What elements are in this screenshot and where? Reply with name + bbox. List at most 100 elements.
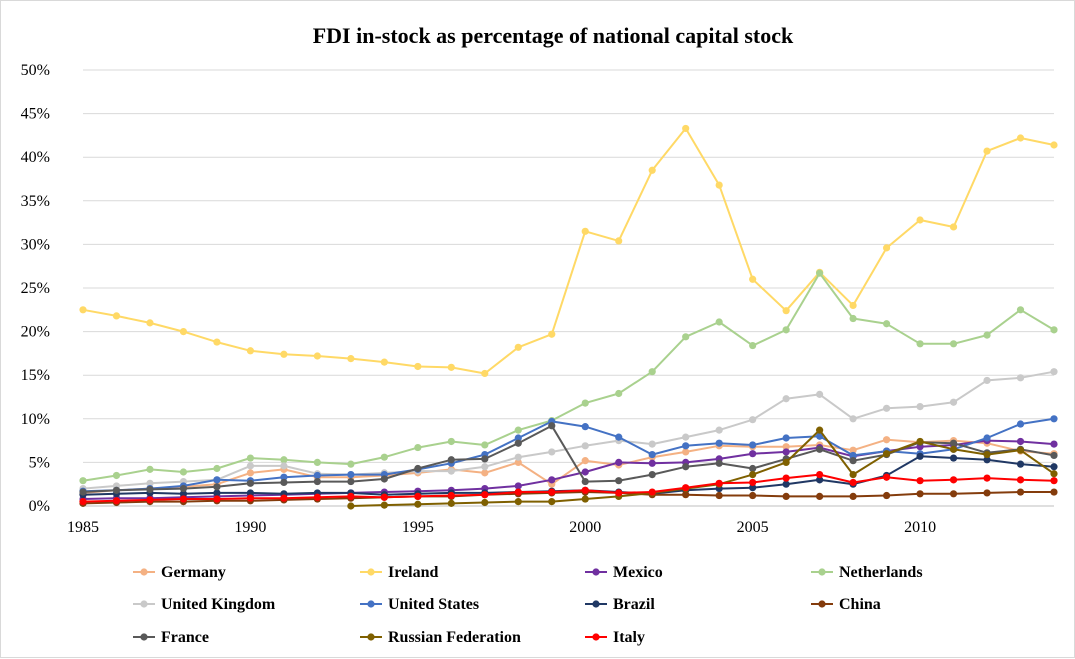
- legend-swatch-marker: [140, 633, 148, 641]
- data-point: [280, 473, 288, 481]
- data-point: [648, 471, 656, 479]
- data-point: [514, 426, 522, 434]
- gridlines: [83, 69, 1054, 507]
- data-point: [112, 312, 121, 320]
- data-point: [79, 306, 87, 314]
- data-point: [749, 450, 757, 458]
- data-point: [949, 476, 958, 484]
- data-point: [246, 494, 255, 502]
- data-point: [849, 415, 857, 423]
- data-point: [447, 499, 455, 507]
- data-point: [782, 480, 790, 488]
- legend-item: Ireland: [360, 564, 438, 581]
- y-tick-label: 20%: [21, 324, 50, 341]
- legend-swatch-marker: [367, 600, 375, 608]
- data-point: [983, 147, 991, 155]
- legend-item: Italy: [585, 629, 645, 646]
- x-tick-label: 1990: [234, 519, 266, 536]
- data-point: [514, 458, 522, 466]
- legend-label: Netherlands: [839, 564, 923, 581]
- data-point: [648, 488, 656, 496]
- data-point: [548, 498, 556, 506]
- data-point: [414, 464, 422, 473]
- legend-swatch-marker: [367, 568, 375, 576]
- data-point: [849, 492, 857, 501]
- y-tick-label: 5%: [29, 454, 50, 471]
- data-point: [414, 443, 422, 452]
- series-line: [82, 424, 1055, 493]
- legend-label: Russian Federation: [388, 629, 521, 646]
- data-point: [749, 484, 757, 492]
- data-point: [816, 390, 824, 398]
- data-point: [280, 494, 288, 502]
- data-point: [749, 478, 757, 487]
- legend-label: China: [839, 596, 881, 613]
- data-point: [983, 434, 991, 442]
- data-point: [949, 445, 958, 453]
- data-point: [682, 484, 690, 492]
- series-france: [79, 422, 1058, 496]
- data-point: [682, 463, 690, 471]
- data-point: [313, 477, 321, 486]
- data-point: [548, 330, 556, 338]
- x-tick-label: 2000: [569, 519, 601, 536]
- series-line: [82, 370, 1055, 490]
- series-lines: [79, 124, 1058, 510]
- data-point: [112, 471, 121, 480]
- data-point: [849, 451, 857, 460]
- data-point: [1016, 446, 1025, 454]
- data-point: [79, 498, 87, 506]
- data-point: [581, 457, 589, 465]
- data-point: [682, 491, 690, 499]
- data-point: [882, 244, 891, 252]
- data-point: [581, 227, 589, 235]
- data-point: [782, 458, 790, 466]
- data-point: [615, 433, 623, 441]
- y-tick-label: 40%: [21, 149, 50, 166]
- data-point: [1050, 141, 1058, 149]
- data-point: [949, 398, 958, 406]
- data-point: [313, 458, 321, 466]
- data-point: [949, 439, 958, 447]
- data-point: [782, 443, 790, 451]
- data-point: [548, 476, 556, 484]
- data-point: [280, 462, 288, 470]
- data-point: [715, 491, 723, 500]
- data-point: [146, 319, 154, 327]
- data-point: [816, 471, 824, 479]
- data-point: [816, 492, 824, 501]
- data-point: [1016, 460, 1025, 468]
- data-point: [749, 275, 757, 283]
- data-point: [715, 459, 723, 467]
- data-point: [782, 395, 790, 403]
- data-point: [179, 328, 188, 336]
- data-point: [682, 448, 690, 456]
- data-point: [380, 501, 388, 509]
- data-point: [414, 500, 422, 508]
- legend-item: Brazil: [585, 596, 655, 613]
- data-point: [648, 166, 656, 174]
- data-point: [481, 498, 489, 507]
- legend-swatch-marker: [140, 568, 148, 576]
- y-tick-label: 10%: [21, 411, 50, 428]
- series-line: [82, 127, 1055, 375]
- data-point: [1016, 437, 1025, 446]
- y-tick-label: 45%: [21, 106, 50, 123]
- data-point: [313, 471, 321, 480]
- data-point: [882, 404, 891, 412]
- legend-item: China: [811, 596, 881, 613]
- data-point: [347, 492, 355, 501]
- legend-swatch-marker: [592, 568, 600, 576]
- data-point: [514, 434, 522, 442]
- data-point: [414, 362, 422, 371]
- data-point: [246, 489, 255, 497]
- data-point: [347, 477, 355, 486]
- x-tick-label: 1985: [67, 519, 99, 536]
- data-point: [347, 460, 355, 468]
- data-point: [882, 320, 891, 328]
- series-netherlands: [79, 269, 1058, 485]
- data-point: [782, 326, 790, 334]
- y-tick-label: 0%: [29, 498, 50, 515]
- legend-item: Russian Federation: [360, 629, 521, 646]
